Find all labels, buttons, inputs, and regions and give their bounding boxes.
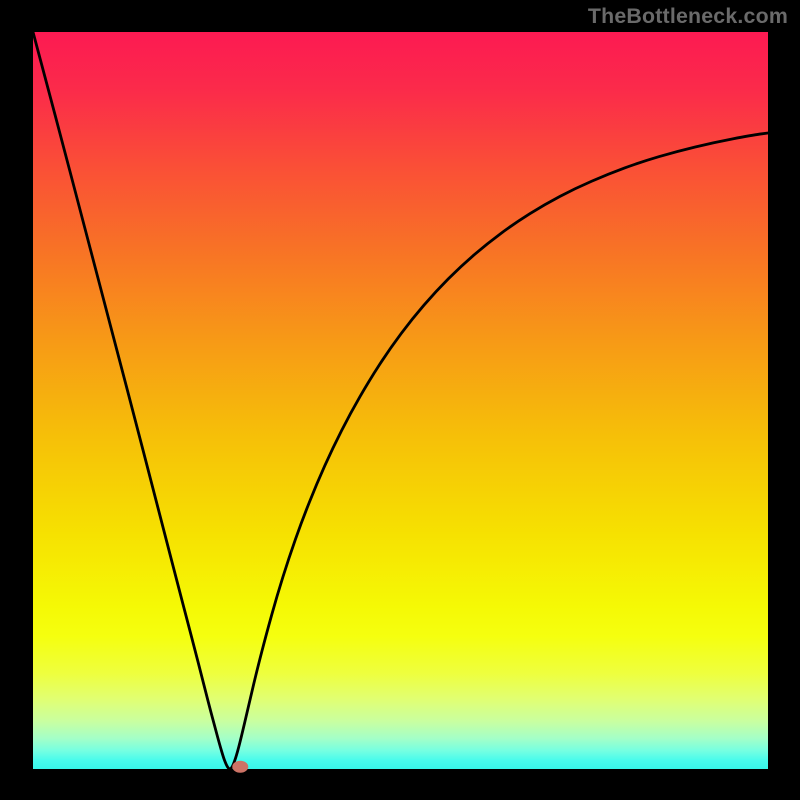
chart-stage: TheBottleneck.com — [0, 0, 800, 800]
chart-svg — [0, 0, 800, 800]
optimal-marker — [232, 761, 248, 773]
plot-area — [33, 32, 768, 769]
watermark-text: TheBottleneck.com — [588, 4, 788, 29]
